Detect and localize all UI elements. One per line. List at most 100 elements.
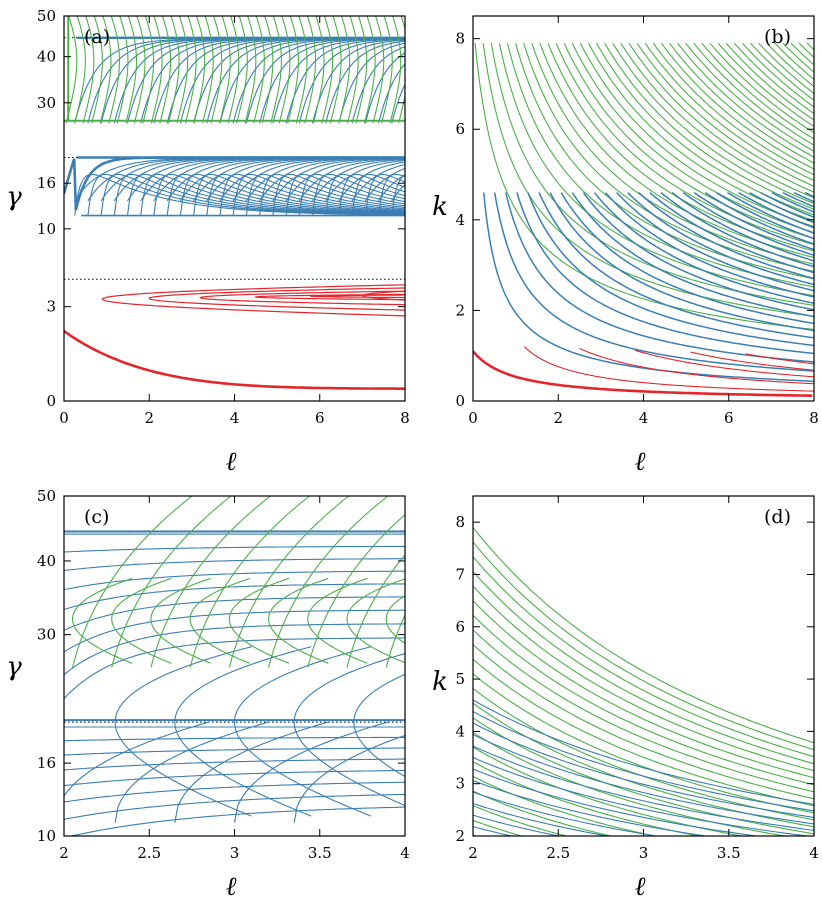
green-curve xyxy=(774,42,814,81)
blue-curve xyxy=(64,758,405,771)
panel-b: 0 2 4 6 8 0 2 4 6 8 ℓ k (b) xyxy=(432,15,819,477)
green-curve xyxy=(150,577,211,664)
green-curve xyxy=(116,16,129,124)
green-curve xyxy=(473,658,814,807)
blue-curve xyxy=(233,721,389,823)
green-curve xyxy=(111,496,232,668)
blue-curve xyxy=(293,734,405,823)
x-tick-label: 8 xyxy=(809,409,819,427)
plot-area xyxy=(473,527,814,836)
green-curve xyxy=(782,42,814,73)
green-curve xyxy=(604,42,814,210)
green-curve xyxy=(210,16,223,124)
y-tick-label: 50 xyxy=(37,487,56,505)
green-curve xyxy=(473,570,814,765)
blue-curve xyxy=(782,191,814,208)
green-curve xyxy=(268,577,329,664)
blue-curve xyxy=(760,191,814,219)
blue-curve xyxy=(473,803,610,836)
blue-curve xyxy=(312,158,405,202)
blue-curve xyxy=(353,673,405,778)
blue-curve xyxy=(582,192,814,311)
plot-frame xyxy=(472,15,815,402)
panel-c: 2 2.5 3 3.5 4 10 16 30 40 50 ℓ γ (c) xyxy=(6,487,410,902)
red-curve xyxy=(745,353,814,365)
plot-frame xyxy=(63,495,406,837)
green-curve xyxy=(381,16,393,124)
panel-a: 0 2 4 6 8 0 3 10 16 30 40 50 ℓ γ (a) xyxy=(6,7,410,477)
blue-curve xyxy=(693,191,814,251)
green-curve xyxy=(473,541,814,751)
green-curve xyxy=(677,42,814,158)
green-curve xyxy=(312,16,325,124)
y-tick-label: 10 xyxy=(37,220,56,238)
green-curve xyxy=(338,16,351,124)
y-tick-label: 6 xyxy=(455,120,465,138)
blue-curve xyxy=(749,191,814,224)
blue-curve xyxy=(351,164,405,202)
green-curve xyxy=(612,42,814,205)
green-curve xyxy=(150,496,271,668)
red-curve xyxy=(690,351,814,371)
green-curve xyxy=(742,42,814,108)
red-loop xyxy=(309,294,405,299)
blue-curve xyxy=(298,38,405,124)
blue-curve xyxy=(516,192,814,355)
green-curve xyxy=(506,43,814,288)
green-curve xyxy=(628,42,814,193)
x-tick-label: 3 xyxy=(639,844,649,862)
x-tick-label: 4 xyxy=(230,409,240,427)
green-curve xyxy=(236,16,248,124)
blue-curve xyxy=(473,768,760,836)
blue-curve xyxy=(649,192,814,274)
plot-area xyxy=(473,42,814,397)
blue-curve xyxy=(311,173,405,216)
y-tick-label: 5 xyxy=(455,670,465,688)
x-tick-label: 3.5 xyxy=(308,844,332,862)
y-tick-label: 3 xyxy=(455,775,465,793)
green-curve xyxy=(321,16,334,124)
blue-curve xyxy=(473,734,814,825)
green-curve xyxy=(563,42,814,240)
blue-curve xyxy=(64,558,405,572)
green-curve xyxy=(652,42,814,176)
x-tick-label: 2.5 xyxy=(137,844,161,862)
green-curve xyxy=(660,42,814,170)
x-tick-label: 6 xyxy=(724,409,734,427)
green-curve xyxy=(473,790,614,836)
blue-curve xyxy=(771,191,814,213)
blue-curve xyxy=(378,63,405,124)
green-curve xyxy=(669,42,814,164)
blue-curve xyxy=(493,192,814,372)
x-tick-label: 3 xyxy=(230,844,240,862)
green-curve xyxy=(184,16,197,124)
green-curve xyxy=(65,16,78,124)
red-loop xyxy=(148,287,405,311)
green-curve xyxy=(473,717,814,835)
blue-curve xyxy=(219,173,405,216)
x-tick-label: 4 xyxy=(809,844,819,862)
green-curve xyxy=(278,16,291,124)
green-curve xyxy=(355,16,368,124)
y-tick-label: 8 xyxy=(455,30,465,48)
blue-curve xyxy=(727,191,814,234)
y-tick-label: 30 xyxy=(37,94,56,112)
blue-curve xyxy=(114,721,269,823)
blue-curve xyxy=(325,173,405,216)
green-curve xyxy=(790,42,814,66)
green-curve xyxy=(189,577,251,664)
blue-curve xyxy=(179,173,405,216)
green-curve xyxy=(474,43,814,331)
x-tick-label: 6 xyxy=(315,409,325,427)
green-curve xyxy=(363,16,376,124)
y-tick-label: 3 xyxy=(46,298,56,316)
green-curve xyxy=(228,577,290,664)
blue-curve xyxy=(64,637,405,699)
green-curve xyxy=(473,673,814,814)
green-curve xyxy=(346,578,405,664)
blue-curve xyxy=(527,192,814,347)
y-tick-label: 8 xyxy=(455,513,465,531)
y-tick-label: 10 xyxy=(37,827,56,845)
blue-curve xyxy=(682,192,814,257)
blue-curve xyxy=(64,570,405,591)
